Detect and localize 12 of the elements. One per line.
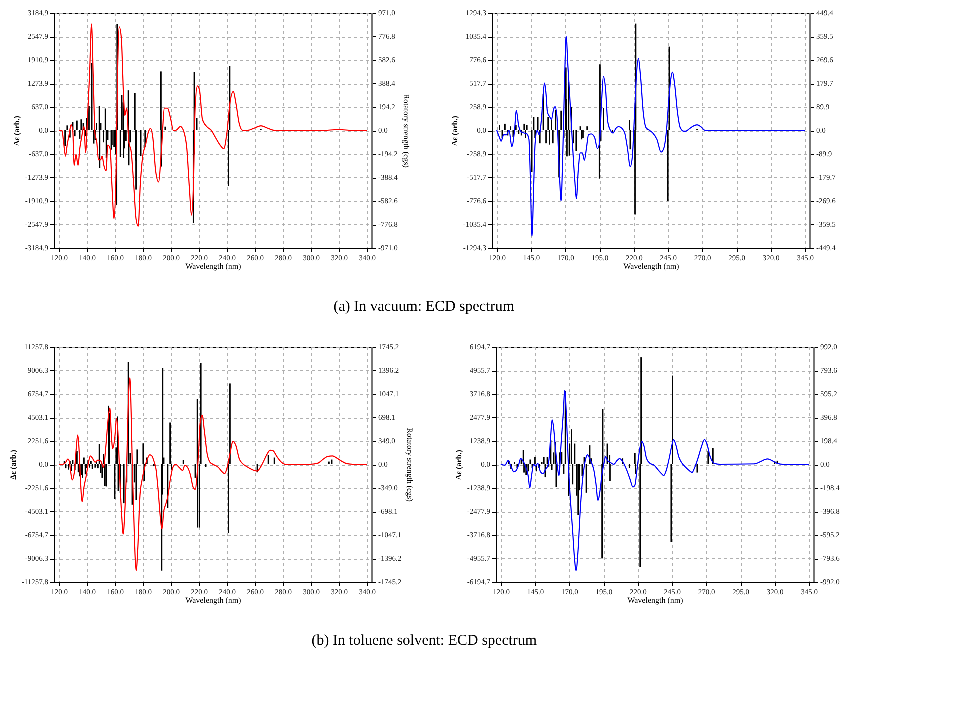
y-axis-title: Δε (arb.) — [454, 450, 464, 480]
y2-axis-title: Rotatory strength (cgs) — [402, 94, 411, 168]
y-axis-title: Δε (arb.) — [8, 450, 18, 480]
text: (b) In toluene solvent: ECD spectrum — [312, 633, 538, 649]
x-axis-title: Wavelength (nm) — [186, 596, 242, 605]
y2-axis-title: Rotatory strength (cgs) — [406, 428, 415, 502]
x-axis-title: Wavelength (nm) — [186, 262, 242, 271]
text: (a) In vacuum: ECD spectrum — [334, 299, 515, 315]
y-axis-title: Δε (arb.) — [450, 116, 460, 146]
x-axis-title: Wavelength (nm) — [624, 262, 680, 271]
y-axis-title: Δε (arb.) — [12, 116, 22, 146]
x-axis-title: Wavelength (nm) — [628, 596, 684, 605]
